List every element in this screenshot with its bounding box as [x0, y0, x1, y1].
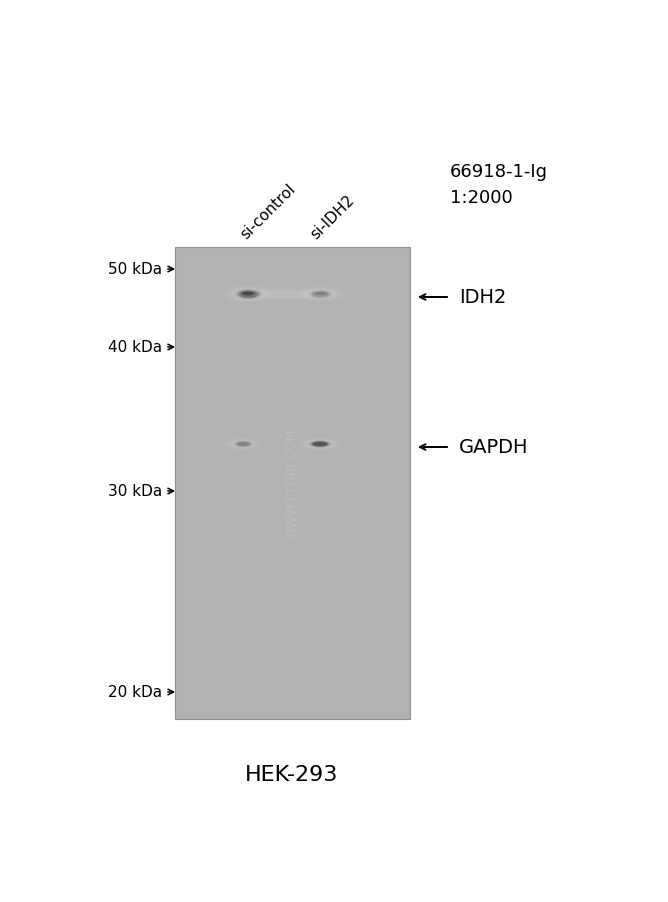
Bar	[175, 248, 410, 719]
Text: 40 kDa: 40 kDa	[108, 340, 162, 355]
Text: si-control: si-control	[237, 181, 298, 242]
Text: IDH2: IDH2	[459, 288, 506, 308]
Text: GAPDH: GAPDH	[459, 438, 528, 457]
Text: 50 kDa: 50 kDa	[108, 262, 162, 277]
Text: si-IDH2: si-IDH2	[307, 192, 357, 242]
Text: 66918-1-Ig
1:2000: 66918-1-Ig 1:2000	[450, 162, 548, 207]
Text: HEK-293: HEK-293	[245, 764, 339, 784]
Text: 30 kDa: 30 kDa	[108, 484, 162, 499]
Text: WWW.PTGIB.COM: WWW.PTGIB.COM	[285, 428, 299, 538]
Text: 20 kDa: 20 kDa	[108, 685, 162, 700]
